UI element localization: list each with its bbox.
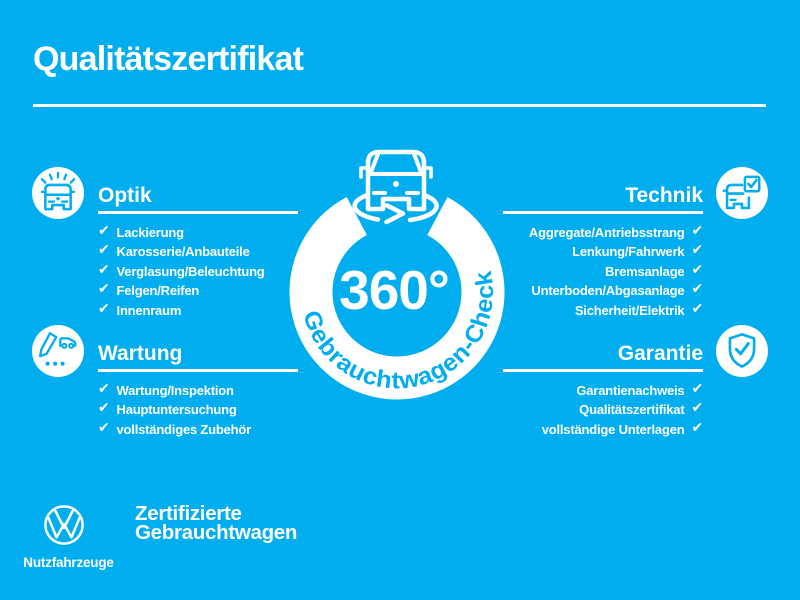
checkmark-icon: ✔: [98, 419, 110, 436]
rotation-arrowhead: [384, 203, 406, 225]
section-divider: [503, 211, 703, 214]
van-checkbox-icon: [722, 175, 761, 210]
footer-tagline: Zertifizierte Gebrauchtwagen: [135, 502, 298, 544]
item-label: Wartung/Inspektion: [116, 382, 234, 398]
checkmark-icon: ✔: [691, 281, 703, 298]
item-label: Garantienachweis: [576, 382, 685, 398]
item-label: Sicherheit/Elektrik: [574, 302, 685, 318]
shiny-van-icon: [40, 171, 76, 211]
checkmark-icon: ✔: [691, 242, 703, 259]
item-label: Unterboden/Abgasanlage: [531, 283, 685, 299]
item-label: vollständiges Zubehör: [116, 421, 252, 437]
check-item: Sicherheit/Elektrik ✔: [503, 300, 703, 318]
checkmark-icon: ✔: [691, 300, 703, 317]
check-item: ✔ Wartung/Inspektion: [98, 380, 298, 398]
title-divider: [33, 104, 766, 107]
checkmark-icon: ✔: [98, 300, 110, 317]
checkmark-icon: ✔: [98, 380, 110, 397]
checkmark-icon: ✔: [98, 261, 110, 278]
check-item: Qualitätszertifikat ✔: [503, 400, 703, 418]
section-technik: Technik Aggregate/Antriebsstrang ✔ Lenkun…: [503, 184, 703, 317]
item-label: Lenkung/Fahrwerk: [572, 244, 685, 260]
checkmark-icon: ✔: [691, 400, 703, 417]
item-label: Hauptuntersuchung: [116, 402, 237, 418]
item-label: Innenraum: [116, 302, 182, 318]
check-item: ✔ Hauptuntersuchung: [98, 400, 298, 418]
section-divider: [98, 211, 298, 214]
section-garantie: Garantie Garantienachweis ✔ Qualitätszert…: [503, 342, 703, 436]
check-item: vollständige Unterlagen ✔: [503, 419, 703, 437]
check-item: ✔ Lackierung: [98, 222, 298, 240]
item-label: Lackierung: [116, 224, 185, 240]
shield-check-icon: [728, 333, 756, 368]
item-label: Verglasung/Beleuchtung: [116, 263, 265, 279]
brand-sub-label: Nutzfahrzeuge: [23, 555, 114, 570]
checkmark-icon: ✔: [691, 419, 703, 436]
tagline-line: Gebrauchtwagen: [135, 520, 298, 544]
section-title: Wartung: [98, 342, 183, 365]
pen-checklist-van-icon: [39, 332, 77, 366]
checkmark-icon: ✔: [98, 281, 110, 298]
check-item: ✔ Innenraum: [98, 300, 298, 318]
check-item: Garantienachweis ✔: [503, 380, 703, 398]
checkmark-icon: ✔: [98, 400, 110, 417]
item-label: vollständige Unterlagen: [541, 421, 685, 437]
check-item: ✔ vollständiges Zubehör: [98, 419, 298, 437]
wartung-icon-circle: [32, 325, 84, 377]
item-label: Qualitätszertifikat: [579, 402, 685, 418]
technik-icon-circle: [716, 167, 768, 219]
svg-text:Gebrauchtwagen-Check: Gebrauchtwagen-Check: [297, 269, 499, 395]
van-360-rotation-icon: [359, 149, 433, 212]
garantie-icon-circle: [716, 325, 768, 377]
optik-icon-circle: [32, 167, 84, 219]
vw-logo: [44, 505, 84, 545]
item-label: Karosserie/Anbauteile: [116, 244, 250, 260]
section-wartung: Wartung ✔ Wartung/Inspektion ✔ Hauptunters…: [98, 342, 298, 436]
check-item: ✔ Felgen/Reifen: [98, 281, 298, 299]
section-title: Technik: [625, 184, 703, 207]
check-item: Bremsanlage ✔: [503, 261, 703, 279]
check-item: Aggregate/Antriebsstrang ✔: [503, 222, 703, 240]
badge-ring: [289, 184, 505, 400]
check-item: Unterboden/Abgasanlage ✔: [503, 281, 703, 299]
badge-value: 360°: [339, 259, 449, 321]
checkmark-icon: ✔: [691, 380, 703, 397]
checkmark-icon: ✔: [691, 261, 703, 278]
section-divider: [98, 369, 298, 372]
rotation-arrow: [352, 188, 439, 223]
section-divider: [503, 369, 703, 372]
item-label: Bremsanlage: [605, 263, 685, 279]
check-item: ✔ Verglasung/Beleuchtung: [98, 261, 298, 279]
checkmark-icon: ✔: [98, 222, 110, 239]
section-title: Garantie: [617, 342, 703, 365]
page-title: Qualitätszertifikat: [33, 40, 304, 78]
checkmark-icon: ✔: [98, 242, 110, 259]
section-title: Optik: [98, 184, 152, 207]
check-item: Lenkung/Fahrwerk ✔: [503, 242, 703, 260]
checkmark-icon: ✔: [691, 222, 703, 239]
item-label: Aggregate/Antriebsstrang: [528, 224, 685, 240]
badge-ring-label: Gebrauchtwagen-Check: [297, 269, 498, 395]
item-label: Felgen/Reifen: [116, 283, 200, 299]
check-item: ✔ Karosserie/Anbauteile: [98, 242, 298, 260]
section-optik: Optik ✔ Lackierung ✔ Karosserie/Anbauteile…: [98, 184, 298, 317]
tagline-line: Zertifizierte: [135, 502, 242, 525]
